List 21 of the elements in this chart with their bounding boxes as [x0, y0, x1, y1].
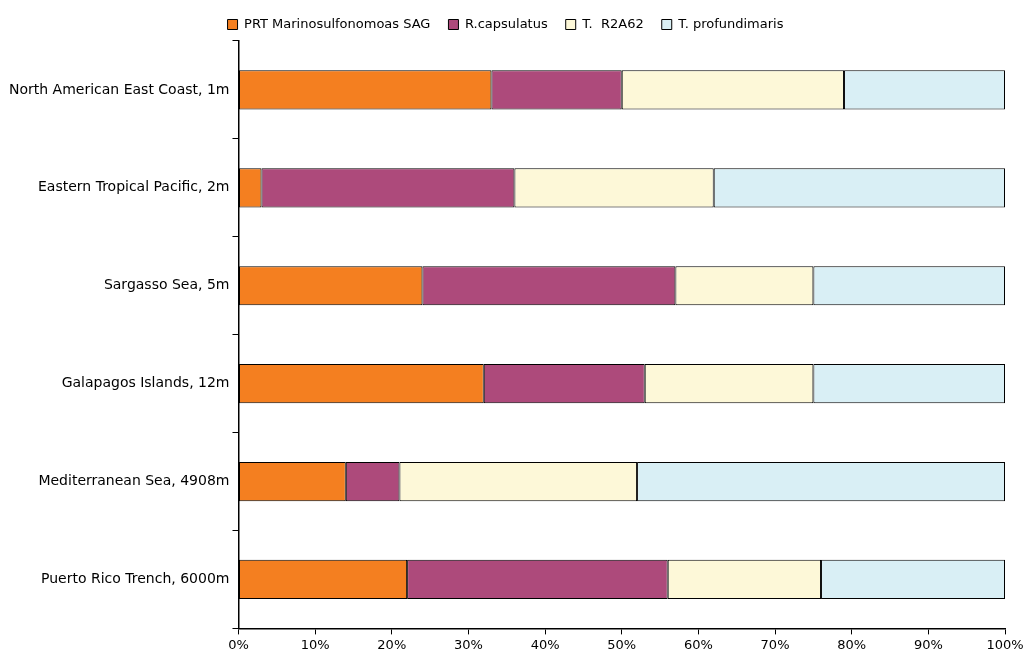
y-tick-label: Eastern Tropical Pacific, 2m — [37, 178, 230, 195]
x-tick-label: 10% — [300, 636, 330, 652]
y-tick-label: Sargasso Sea, 5m — [103, 276, 230, 293]
y-tick-label: North American East Coast, 1m — [8, 80, 230, 97]
x-tick-label: 90% — [913, 636, 943, 652]
x-tick-label: 80% — [837, 636, 867, 652]
legend-label: PRT Marinosulfonomoas SAG — [244, 15, 431, 31]
x-tick-label: 0% — [228, 636, 249, 652]
x-tick-label: 20% — [377, 636, 407, 652]
y-tick-label: Galapagos Islands, 12m — [61, 374, 230, 391]
y-tick-label: Mediterranean Sea, 4908m — [38, 472, 230, 489]
x-tick-label: 100% — [986, 636, 1024, 652]
legend-label: R.capsulatus — [464, 15, 548, 31]
x-tick-label: 50% — [607, 636, 637, 652]
legend-label: T. profundimaris — [677, 15, 784, 31]
x-tick-label: 30% — [453, 636, 483, 652]
legend-label: T. R2A62 — [581, 15, 644, 31]
x-tick-label: 60% — [683, 636, 713, 652]
y-tick-label: Puerto Rico Trench, 6000m — [41, 570, 230, 587]
x-tick-label: 70% — [760, 636, 790, 652]
x-tick-label: 40% — [530, 636, 560, 652]
